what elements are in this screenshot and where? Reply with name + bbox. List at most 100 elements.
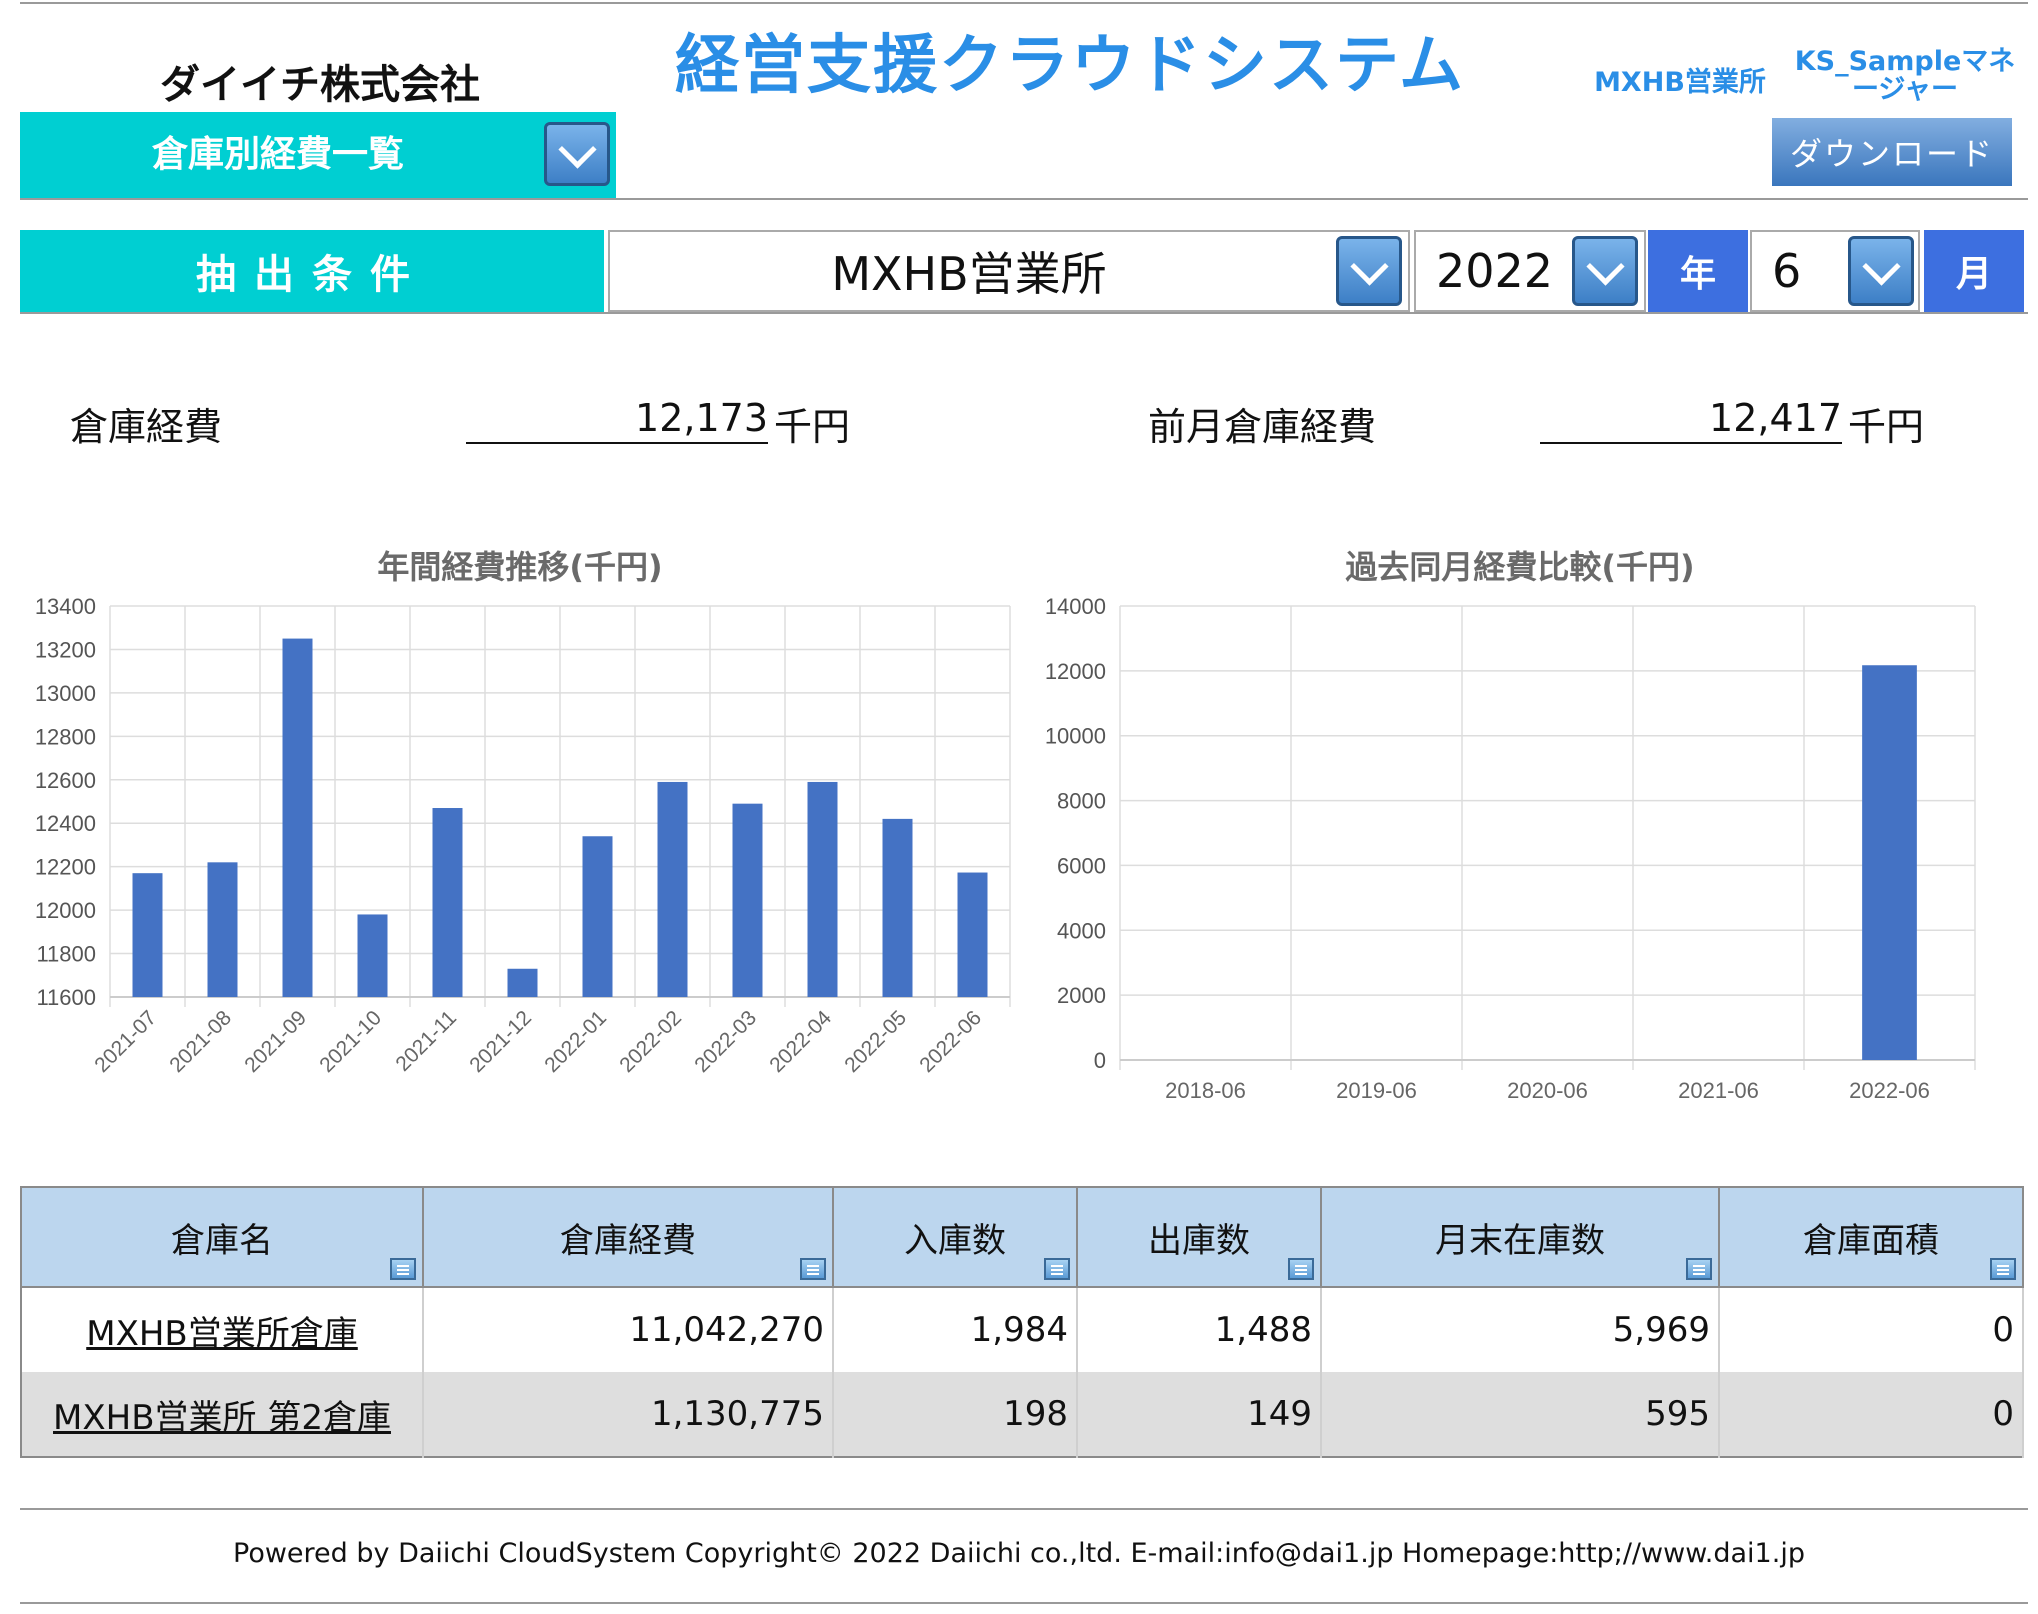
month-unit: 月 (1924, 230, 2024, 312)
x-tick-label: 2020-06 (1507, 1078, 1588, 1103)
year-select-value: 2022 (1436, 244, 1554, 298)
x-tick-label: 2022-06 (1849, 1078, 1930, 1103)
y-tick-label: 8000 (1057, 789, 1106, 814)
yoy-chart-title: 過去同月経費比較(千円) (1345, 548, 1695, 586)
bar (507, 968, 538, 997)
y-tick-label: 11800 (36, 942, 96, 967)
month-dropdown-button[interactable] (1848, 236, 1914, 306)
year-dropdown-button[interactable] (1572, 236, 1638, 306)
header-divider (20, 198, 2028, 200)
warehouse-name-link[interactable]: MXHB営業所倉庫 (21, 1287, 424, 1372)
table-row: MXHB営業所 第2倉庫 1,130,775 198 149 595 0 (21, 1372, 2024, 1457)
outbound-cell: 149 (1077, 1372, 1322, 1457)
page-selector-label: 倉庫別経費一覧 (151, 134, 404, 175)
y-tick-label: 12800 (35, 724, 96, 749)
filter-label: 抽出条件 (20, 230, 604, 312)
outbound-cell: 1,488 (1077, 1287, 1322, 1372)
inbound-cell: 198 (833, 1372, 1078, 1457)
x-tick-label: 2021-08 (165, 1006, 236, 1077)
bar (282, 638, 313, 997)
column-filter-icon[interactable] (1044, 1258, 1070, 1280)
warehouse-name-link[interactable]: MXHB営業所 第2倉庫 (21, 1372, 424, 1457)
bar (132, 873, 163, 997)
col-expense: 倉庫経費 (422, 1186, 834, 1288)
expense-label: 倉庫経費 (70, 405, 223, 449)
x-tick-label: 2021-10 (315, 1006, 386, 1077)
y-tick-label: 13000 (35, 681, 96, 706)
bar (807, 781, 838, 997)
x-tick-label: 2021-06 (1678, 1078, 1759, 1103)
company-name: ダイイチ株式会社 (160, 62, 480, 108)
page-selector[interactable]: 倉庫別経費一覧 (20, 112, 616, 198)
app-title: 経営支援クラウドシステム (674, 29, 1466, 103)
prev-expense-unit: 千円 (1848, 405, 1925, 449)
table-row: MXHB営業所倉庫 11,042,270 1,984 1,488 5,969 0 (21, 1287, 2024, 1372)
x-tick-label: 2022-02 (615, 1006, 686, 1077)
same-month-comparison-chart: 0 2000 4000 6000 8000 10000 12000 14000 2018-06 2… (1045, 594, 1976, 1103)
footer-divider-top (20, 1508, 2028, 1510)
x-tick-label: 2021-11 (391, 1006, 461, 1076)
annual-expense-chart: 11600 11800 12000 12200 12400 12600 12800 13000… (35, 594, 1011, 1077)
bar (657, 781, 688, 997)
bar (357, 914, 388, 997)
col-outbound: 出庫数 (1076, 1186, 1322, 1288)
bar (1862, 665, 1917, 1060)
area-cell: 0 (1719, 1287, 2024, 1372)
col-area: 倉庫面積 (1718, 1186, 2024, 1288)
bar (882, 818, 913, 997)
bar (957, 872, 988, 997)
inbound-cell: 1,984 (833, 1287, 1078, 1372)
office-select-value: MXHB営業所 (831, 247, 1107, 301)
y-tick-label: 12400 (35, 811, 96, 836)
x-tick-label: 2018-06 (1165, 1078, 1246, 1103)
column-filter-icon[interactable] (390, 1258, 416, 1280)
footer-divider-bottom (20, 1602, 2028, 1604)
col-inbound: 入庫数 (832, 1186, 1078, 1288)
chevron-down-icon (1861, 246, 1901, 286)
filter-divider (20, 312, 2028, 314)
y-tick-label: 2000 (1057, 983, 1106, 1008)
x-tick-label: 2022-04 (765, 1006, 836, 1077)
y-tick-label: 0 (1094, 1048, 1106, 1073)
y-tick-label: 12200 (35, 855, 96, 880)
y-tick-label: 13200 (35, 637, 96, 662)
expense-cell: 11,042,270 (423, 1287, 834, 1372)
warehouse-table: 倉庫名 倉庫経費 入庫数 出庫数 月末在庫数 倉庫面積 MXHB営業所倉庫 11… (20, 1186, 2024, 1458)
col-month-end-stock: 月末在庫数 (1320, 1186, 1720, 1288)
x-tick-label: 2022-01 (540, 1006, 611, 1077)
chevron-down-icon (557, 129, 597, 169)
x-tick-label: 2021-12 (465, 1006, 536, 1077)
office-select[interactable]: MXHB営業所 (608, 230, 1410, 312)
stock-cell: 5,969 (1321, 1287, 1720, 1372)
office-dropdown-button[interactable] (1336, 236, 1402, 306)
y-tick-label: 4000 (1057, 918, 1106, 943)
annual-chart-title: 年間経費推移(千円) (377, 548, 663, 586)
stock-cell: 595 (1321, 1372, 1720, 1457)
column-filter-icon[interactable] (1990, 1258, 2016, 1280)
prev-expense-value: 12,417 (1540, 396, 1842, 444)
bar (732, 803, 763, 997)
footer-text: Powered by Daiichi CloudSystem Copyright… (233, 1538, 1805, 1569)
user-name: KS_Sampleマネージャー (1794, 46, 2016, 105)
x-tick-label: 2021-09 (240, 1006, 311, 1077)
month-select-value: 6 (1772, 244, 1802, 298)
prev-expense-label: 前月倉庫経費 (1148, 405, 1377, 449)
y-tick-label: 14000 (1045, 594, 1106, 619)
page-selector-dropdown-button[interactable] (544, 122, 610, 186)
column-filter-icon[interactable] (1288, 1258, 1314, 1280)
top-divider (20, 2, 2028, 4)
y-tick-label: 11600 (36, 985, 96, 1010)
y-tick-label: 12600 (35, 768, 96, 793)
expense-cell: 1,130,775 (423, 1372, 834, 1457)
x-tick-label: 2022-05 (840, 1006, 911, 1077)
y-tick-label: 12000 (35, 898, 96, 923)
y-tick-label: 12000 (1045, 659, 1106, 684)
area-cell: 0 (1719, 1372, 2024, 1457)
office-name: MXHB営業所 (1594, 67, 1766, 98)
year-unit: 年 (1648, 230, 1748, 312)
download-button[interactable]: ダウンロード (1772, 118, 2012, 186)
x-tick-label: 2022-06 (915, 1006, 986, 1077)
column-filter-icon[interactable] (1686, 1258, 1712, 1280)
column-filter-icon[interactable] (800, 1258, 826, 1280)
chevron-down-icon (1585, 246, 1625, 286)
